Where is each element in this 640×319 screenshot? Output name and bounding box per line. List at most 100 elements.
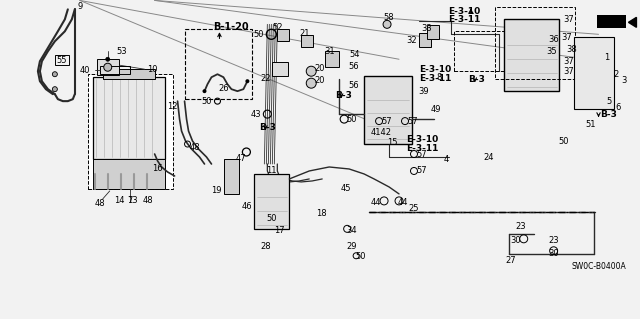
Bar	[277, 29, 289, 41]
Text: 18: 18	[316, 209, 326, 219]
Bar	[93, 159, 164, 189]
Text: 39: 39	[419, 87, 429, 96]
Text: 12: 12	[167, 102, 177, 111]
Bar	[495, 7, 575, 79]
Text: E-3-11: E-3-11	[419, 74, 451, 83]
Circle shape	[202, 89, 207, 93]
Text: 50: 50	[201, 97, 211, 106]
Text: E-3-10: E-3-10	[419, 65, 451, 74]
Circle shape	[307, 66, 316, 76]
Circle shape	[52, 72, 58, 77]
Bar	[454, 31, 524, 71]
Text: E-3-10: E-3-10	[448, 7, 480, 16]
Text: 29: 29	[346, 242, 356, 251]
Circle shape	[52, 87, 58, 92]
Circle shape	[245, 79, 250, 83]
Circle shape	[104, 63, 112, 71]
Circle shape	[106, 57, 109, 61]
Text: 57: 57	[381, 116, 392, 126]
Bar	[325, 51, 339, 67]
Bar	[573, 37, 614, 109]
Text: 4142: 4142	[371, 128, 392, 137]
Text: 6: 6	[616, 103, 621, 112]
Text: E-3-11: E-3-11	[406, 144, 438, 152]
Text: 48: 48	[189, 143, 200, 152]
Text: 30: 30	[548, 249, 559, 258]
Text: 20: 20	[314, 64, 324, 73]
Text: 7: 7	[127, 197, 132, 205]
Bar	[596, 15, 627, 28]
Bar	[504, 19, 559, 91]
Bar	[273, 62, 288, 76]
Text: 23: 23	[548, 236, 559, 245]
Text: B-3: B-3	[468, 75, 485, 84]
Bar	[93, 77, 164, 159]
Text: 37: 37	[563, 57, 574, 66]
Bar	[301, 35, 313, 47]
Text: 13: 13	[127, 197, 138, 205]
Text: 28: 28	[260, 242, 271, 251]
Bar	[103, 69, 155, 79]
Text: 3: 3	[622, 76, 627, 85]
Text: 30: 30	[510, 236, 521, 245]
Text: 55: 55	[56, 56, 67, 65]
Text: B-3: B-3	[335, 91, 351, 100]
Text: 43: 43	[251, 110, 261, 119]
Text: 27: 27	[506, 256, 516, 265]
Bar	[100, 66, 130, 74]
Text: 37: 37	[561, 33, 572, 42]
Text: B-3: B-3	[259, 122, 276, 131]
Polygon shape	[628, 17, 636, 27]
Text: 24: 24	[484, 152, 494, 161]
Text: 57: 57	[417, 167, 428, 175]
Text: 50: 50	[346, 115, 356, 123]
Text: 45: 45	[341, 184, 351, 193]
Text: E-3-11: E-3-11	[447, 15, 480, 24]
Text: 57: 57	[417, 150, 428, 159]
Text: 25: 25	[409, 204, 419, 213]
Bar	[419, 33, 431, 47]
Text: 36: 36	[548, 35, 559, 44]
Circle shape	[383, 20, 391, 28]
Text: 21: 21	[299, 29, 310, 38]
Text: 53: 53	[116, 47, 127, 56]
Text: 56: 56	[349, 81, 360, 90]
Bar	[88, 74, 173, 189]
Text: 51: 51	[586, 120, 596, 129]
Bar	[364, 76, 412, 144]
Text: 14: 14	[115, 197, 125, 205]
Text: 10: 10	[147, 65, 158, 74]
Text: 57: 57	[408, 116, 419, 126]
Text: 40: 40	[79, 66, 90, 75]
Text: 50: 50	[558, 137, 569, 145]
Text: FR.: FR.	[609, 18, 625, 27]
Text: 49: 49	[431, 105, 441, 114]
Text: 38: 38	[566, 45, 577, 54]
Text: 33: 33	[422, 24, 433, 33]
Bar	[254, 174, 289, 229]
Text: 8: 8	[436, 73, 442, 82]
Text: 56: 56	[349, 62, 360, 71]
Text: 54: 54	[349, 50, 360, 59]
Text: 35: 35	[547, 47, 557, 56]
Text: 48: 48	[142, 197, 153, 205]
Text: 23: 23	[515, 222, 526, 231]
Text: 17: 17	[274, 226, 285, 235]
Text: SW0C-B0400A: SW0C-B0400A	[572, 262, 627, 271]
Bar	[97, 59, 118, 75]
Text: 16: 16	[152, 165, 163, 174]
Text: B-3: B-3	[600, 110, 618, 119]
Bar	[427, 25, 439, 39]
Text: 2: 2	[614, 70, 619, 79]
Text: 5: 5	[606, 97, 611, 106]
Text: 11: 11	[266, 167, 276, 175]
Text: 37: 37	[563, 15, 574, 24]
Text: 22: 22	[261, 74, 271, 83]
Text: 37: 37	[563, 67, 574, 76]
Bar	[55, 55, 69, 65]
Text: 15: 15	[387, 137, 397, 146]
Text: 52: 52	[272, 23, 283, 32]
Text: 9: 9	[77, 2, 83, 11]
Text: 44: 44	[398, 198, 408, 207]
Text: 50: 50	[356, 252, 366, 261]
